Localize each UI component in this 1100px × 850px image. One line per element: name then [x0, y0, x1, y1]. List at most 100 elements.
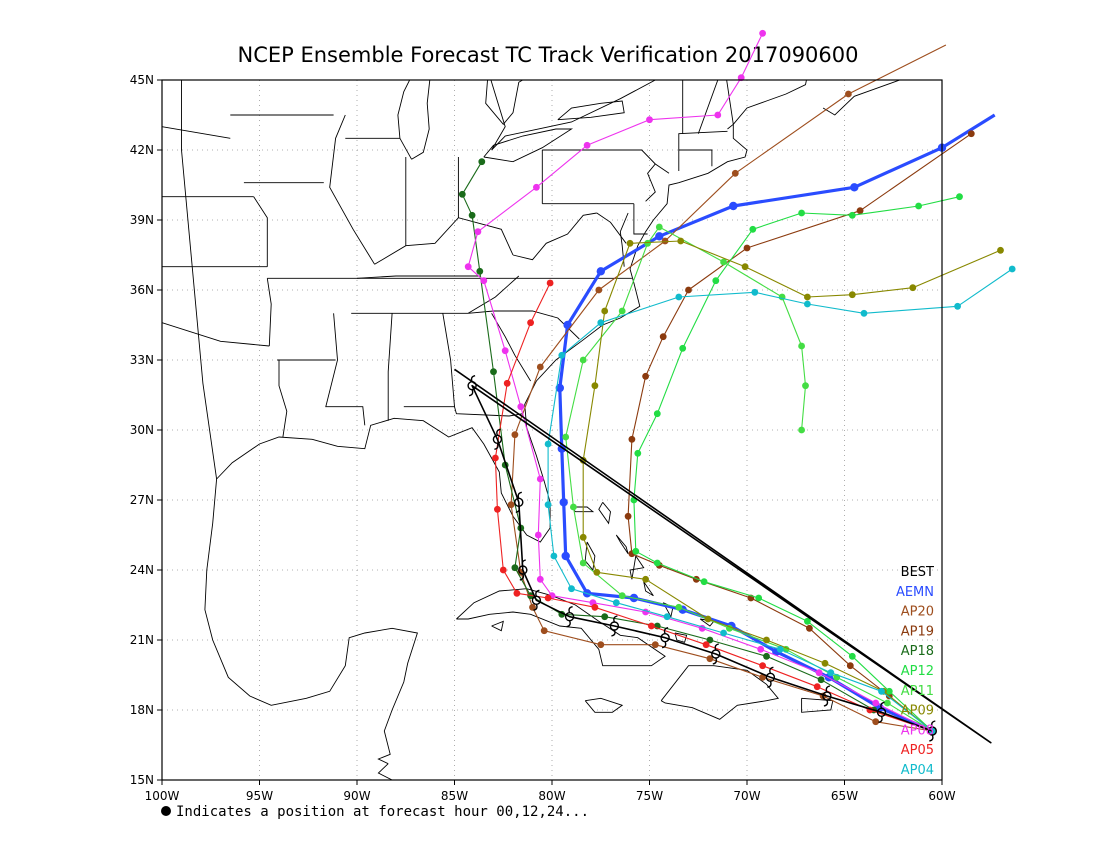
track-point-ap08: [737, 74, 745, 82]
y-tick-label: 36N: [130, 283, 154, 297]
map-great-lakes-ontario: [557, 100, 625, 121]
track-point-ap20: [595, 286, 603, 294]
y-tick-label: 15N: [130, 773, 154, 787]
y-tick-label: 24N: [130, 563, 154, 577]
map-long-island-bah: [643, 581, 654, 597]
track-point-ap04: [878, 687, 885, 695]
map-state-line-ne-sd: [162, 126, 231, 139]
map-state-line-ky-oh: [374, 217, 514, 265]
map-state-line-ga-sc: [491, 313, 531, 382]
map-lake-huron: [485, 80, 524, 126]
hurricane-symbol-icon: [927, 720, 937, 742]
legend-entry-ap08: AP08: [901, 723, 934, 738]
legend-entry-ap11: AP11: [901, 684, 934, 699]
track-point-ap19: [846, 662, 854, 670]
track-point-ap18: [601, 613, 609, 621]
track-point-ap19: [628, 435, 636, 443]
track-point-ap04: [751, 288, 759, 296]
track-point-ap08: [517, 403, 525, 411]
track-ap05: [492, 279, 936, 735]
track-point-ap04: [776, 645, 784, 653]
track-point-ap05: [499, 566, 507, 574]
track-point-ap04: [663, 613, 671, 621]
hurricane-symbol-icon: [518, 559, 528, 581]
track-point-ap09: [804, 293, 811, 301]
track-point-ap19: [685, 286, 692, 294]
track-point-ap18: [706, 636, 714, 644]
track-point-ap11: [884, 699, 891, 707]
y-tick-label: 45N: [130, 73, 154, 87]
track-point-ap18: [511, 564, 519, 572]
hurricane-symbol-icon: [531, 589, 542, 611]
track-point-ap12: [712, 277, 720, 285]
track-point-ap05: [503, 379, 511, 387]
track-point-ap18: [763, 652, 770, 660]
track-ap09: [579, 237, 1004, 735]
track-point-ap20: [507, 501, 515, 509]
track-point-ap11: [798, 342, 805, 350]
legend-entry-ap05: AP05: [901, 743, 934, 758]
track-point-ap04: [860, 309, 868, 317]
track-point-aemn: [596, 267, 605, 276]
track-point-ap20: [651, 641, 659, 649]
track-point-ap20: [536, 363, 544, 371]
map-eleuthera: [615, 534, 629, 554]
track-point-ap11: [570, 503, 577, 511]
track-point-ap09: [579, 533, 587, 541]
track-lines: [454, 29, 1016, 744]
track-point-ap05: [813, 683, 821, 691]
track-line-best: [454, 368, 992, 744]
track-point-ap09: [909, 284, 917, 292]
map-us-gulf-atlantic-coast: [216, 80, 807, 543]
track-line-ap08: [467, 33, 933, 732]
track-best: [454, 368, 992, 744]
map-state-line-va-md: [596, 212, 627, 244]
track-point-ap20: [529, 603, 536, 611]
hurricane-symbol-icon: [660, 627, 670, 649]
track-point-ap11: [644, 239, 651, 247]
map-mexico-east-coast-belize: [377, 763, 393, 780]
x-tick-label: 85W: [441, 789, 468, 803]
map-state-line-al-ga: [442, 313, 455, 407]
map-state-line-ma-ny: [678, 130, 728, 171]
map-great-lakes-erie: [483, 128, 574, 163]
track-point-ap20: [511, 431, 519, 439]
track-point-ap12: [848, 652, 856, 660]
track-point-ap04: [544, 440, 552, 448]
track-point-aemn: [559, 498, 568, 507]
map-state-line-west-ar: [266, 278, 272, 347]
y-tick-label: 30N: [130, 423, 154, 437]
track-point-ap11: [802, 382, 809, 390]
map-abaco: [598, 502, 611, 525]
track-point-ap20: [597, 641, 605, 649]
track-point-ap04: [544, 501, 552, 509]
track-point-ap12: [632, 547, 640, 555]
track-point-aemn: [729, 201, 738, 211]
map-state-line-west-mo: [253, 196, 268, 267]
map-andros: [584, 541, 596, 572]
legend-entry-ap20: AP20: [901, 605, 934, 620]
y-tick-label: 33N: [130, 353, 154, 367]
map-state-line-ms-al: [387, 313, 393, 421]
map-canada-border: [490, 80, 806, 151]
track-point-aemn: [555, 383, 564, 393]
track-point-ap12: [653, 410, 661, 418]
track-point-ap18: [817, 676, 825, 684]
track-point-ap04: [720, 629, 727, 637]
track-point-ap12: [915, 202, 922, 210]
map-lake-michigan: [397, 80, 431, 160]
y-tick-label: 21N: [130, 633, 154, 647]
map-state-line-vt-nh: [697, 80, 719, 134]
map-inagua: [674, 632, 688, 643]
track-point-ap04: [675, 293, 683, 301]
map-isla-juventud: [491, 620, 504, 632]
map-state-line-pa-ny: [542, 149, 656, 165]
track-point-ap09: [763, 636, 770, 644]
track-point-ap19: [806, 624, 813, 632]
track-point-ap08: [815, 669, 823, 677]
track-point-ap08: [533, 183, 540, 191]
track-point-ap11: [579, 356, 587, 364]
axis-tick-labels: 100W 95W 90W 85W 80W 75W 70W 65W 60W 15N 18N 21N 24N…: [130, 73, 956, 803]
page-title: NCEP Ensemble Forecast TC Track Verifica…: [237, 43, 858, 67]
hurricane-symbol-icon: [514, 491, 524, 513]
